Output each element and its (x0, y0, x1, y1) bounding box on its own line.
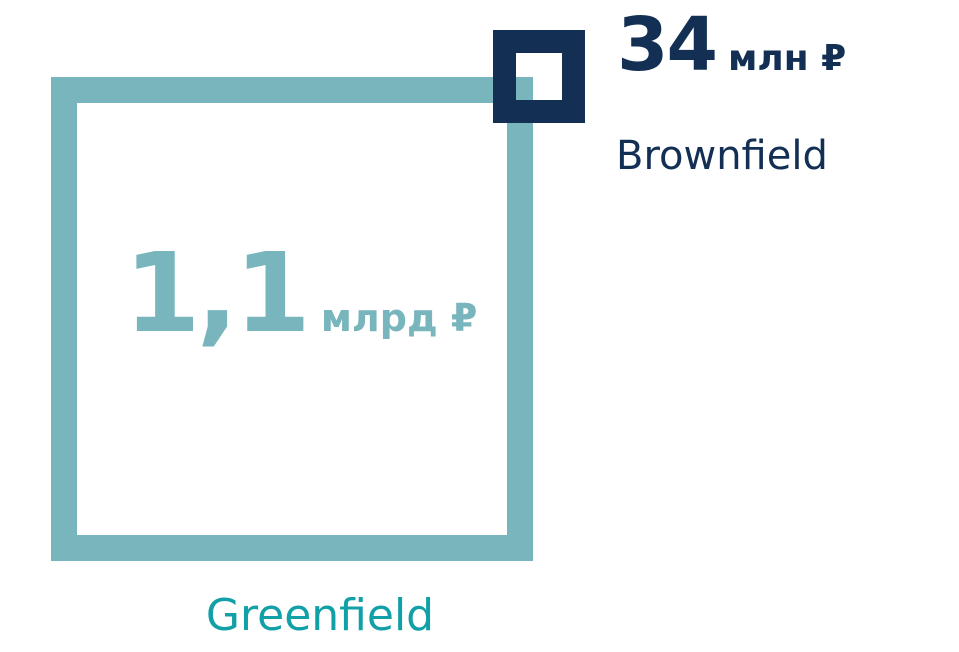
greenfield-label: Greenfield (205, 590, 435, 641)
greenfield-value: 1,1 (124, 229, 311, 357)
brownfield-unit: млн ₽ (727, 38, 847, 79)
greenfield-square (51, 77, 533, 561)
greenfield-unit: млрд ₽ (320, 296, 478, 340)
greenfield-amount: 1,1 млрд ₽ (124, 238, 477, 348)
brownfield-label: Brownfield (616, 133, 828, 179)
brownfield-square (493, 30, 585, 123)
brownfield-amount: 34 млн ₽ (617, 8, 846, 82)
brownfield-value: 34 (617, 2, 718, 88)
